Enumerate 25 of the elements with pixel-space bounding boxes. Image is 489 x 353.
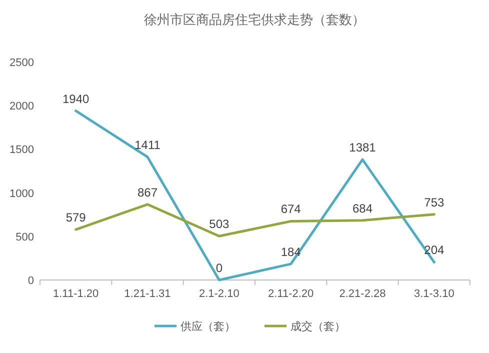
data-label: 1381: [349, 140, 376, 155]
x-tick-label: 2.21-2.28: [339, 288, 386, 300]
x-tick-label: 1.21-1.31: [124, 288, 171, 300]
x-tick-label: 2.11-2.20: [268, 288, 314, 300]
chart-title: 徐州市区商品房住宅供求走势（套数）: [144, 12, 365, 27]
y-tick-label: 1000: [10, 188, 34, 200]
data-label: 753: [424, 195, 444, 210]
data-label: 0: [216, 261, 223, 275]
data-label: 684: [352, 201, 373, 216]
x-tick-label: 2.1-2.10: [198, 288, 240, 300]
data-label: 579: [66, 210, 86, 225]
data-label: 503: [209, 217, 230, 232]
y-tick-label: 1500: [10, 144, 34, 156]
y-tick-label: 500: [16, 231, 34, 244]
y-tick-label: 0: [28, 275, 34, 287]
legend-label: 成交（套）: [290, 320, 346, 333]
data-label: 1940: [62, 92, 90, 106]
data-label: 867: [137, 185, 158, 200]
x-tick-label: 3.1-3.10: [414, 288, 454, 300]
x-tick-label: 1.11-1.20: [52, 288, 99, 300]
legend-label: 供应（套）: [180, 320, 236, 333]
data-label: 674: [280, 202, 302, 216]
y-tick-label: 2000: [10, 100, 34, 113]
y-tick-label: 2500: [10, 57, 34, 69]
data-label: 1411: [134, 138, 161, 152]
